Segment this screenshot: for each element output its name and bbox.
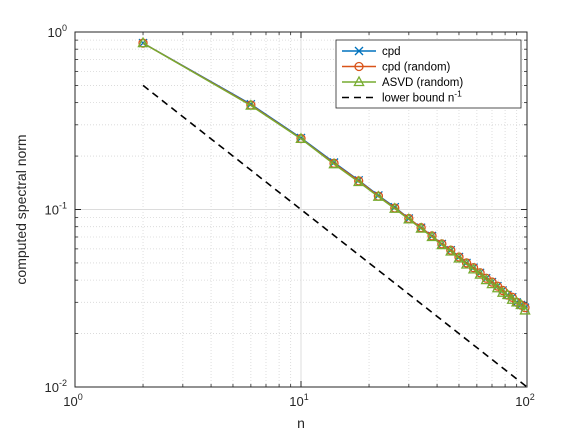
- legend-label: lower bound n-1: [382, 89, 462, 105]
- y-tick-label: 10-2: [45, 378, 67, 395]
- data-point: [486, 277, 498, 289]
- legend-entry: cpd (random): [342, 62, 451, 74]
- legend-entry: lower bound n-1: [342, 89, 462, 105]
- y-tick-labels: 10-2 10-1 100: [45, 23, 67, 395]
- legend-label: cpd: [382, 46, 401, 58]
- data-point: [515, 298, 527, 310]
- data-point: [389, 202, 401, 213]
- data-point: [491, 281, 504, 293]
- axis-ticks: [74, 31, 528, 388]
- data-point: [474, 268, 486, 279]
- data-point: [436, 238, 448, 250]
- data-point: [137, 36, 149, 48]
- series-2: [137, 36, 531, 315]
- x-tick-label: 100: [63, 392, 82, 409]
- data-point: [295, 132, 307, 144]
- data-point: [445, 245, 457, 256]
- data-point: [496, 286, 509, 297]
- legend-label: ASVD (random): [382, 77, 463, 89]
- data-point: [426, 230, 438, 242]
- data-point: [506, 293, 518, 304]
- legend-marker: [354, 46, 364, 56]
- data-point: [480, 273, 492, 285]
- data-point: [353, 175, 365, 187]
- y-tick-label: 100: [48, 23, 67, 40]
- legend-entry: ASVD (random): [342, 75, 463, 89]
- x-tick-labels: 100 101 102: [63, 392, 534, 409]
- series-layer: [137, 36, 531, 388]
- data-point: [415, 222, 427, 233]
- series-line: [142, 84, 528, 388]
- data-point: [460, 258, 473, 269]
- data-point: [519, 304, 531, 315]
- data-point: [403, 212, 415, 224]
- data-point: [501, 288, 514, 300]
- series-line: [142, 42, 526, 311]
- data-point: [453, 252, 465, 263]
- data-point: [328, 157, 340, 169]
- legend-marker: [353, 75, 365, 87]
- data-point: [510, 295, 523, 307]
- legend-marker: [354, 61, 364, 72]
- legend-label: cpd (random): [382, 62, 451, 74]
- data-point: [520, 302, 530, 313]
- legend-entry: cpd: [342, 46, 401, 58]
- legend: cpd cpd (random) ASVD (random)lower bound …: [335, 39, 522, 109]
- y-axis-label: computed spectral norm: [13, 134, 29, 284]
- data-point: [467, 262, 480, 274]
- y-tick-label: 10-1: [45, 201, 67, 218]
- x-tick-label: 102: [515, 392, 534, 409]
- x-axis-label: n: [297, 415, 305, 431]
- data-point: [372, 190, 385, 201]
- data-point: [245, 99, 257, 110]
- x-tick-label: 101: [289, 392, 308, 409]
- series-3: [142, 84, 528, 388]
